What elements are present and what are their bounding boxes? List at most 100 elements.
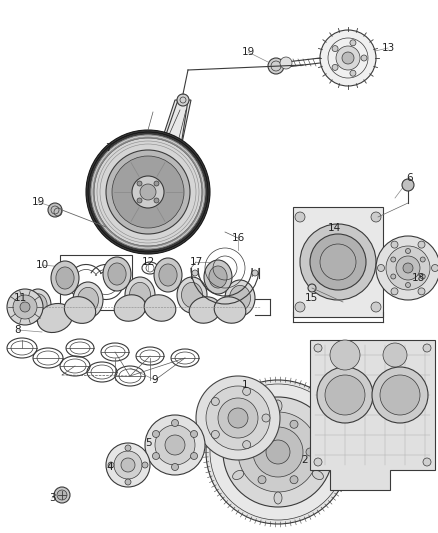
Text: 9: 9 (152, 375, 158, 385)
Circle shape (242, 448, 250, 456)
Circle shape (125, 479, 131, 485)
Ellipse shape (114, 295, 146, 321)
Circle shape (238, 412, 318, 492)
Text: 6: 6 (407, 173, 413, 183)
Circle shape (137, 198, 142, 203)
Text: 16: 16 (231, 233, 245, 243)
Circle shape (172, 419, 179, 426)
Circle shape (258, 476, 266, 484)
Circle shape (314, 344, 322, 352)
Circle shape (295, 302, 305, 312)
Bar (60, 255, 132, 310)
Ellipse shape (225, 280, 255, 316)
Circle shape (406, 282, 410, 287)
Circle shape (418, 288, 425, 295)
Circle shape (420, 274, 425, 279)
Text: 17: 17 (189, 257, 203, 267)
Circle shape (290, 421, 298, 429)
Circle shape (403, 263, 413, 273)
Circle shape (423, 458, 431, 466)
Circle shape (54, 487, 70, 503)
Circle shape (332, 64, 338, 70)
Circle shape (386, 246, 430, 290)
Ellipse shape (214, 297, 246, 323)
Circle shape (191, 431, 198, 438)
Circle shape (371, 302, 381, 312)
Text: 13: 13 (381, 43, 395, 53)
Circle shape (206, 386, 270, 450)
Circle shape (383, 343, 407, 367)
Circle shape (86, 130, 210, 254)
Circle shape (391, 274, 396, 279)
Circle shape (332, 46, 338, 52)
Text: 3: 3 (49, 493, 55, 503)
Circle shape (320, 30, 376, 86)
Circle shape (106, 150, 190, 234)
Ellipse shape (189, 297, 221, 323)
Ellipse shape (73, 282, 103, 318)
Circle shape (210, 384, 346, 520)
Circle shape (223, 397, 333, 507)
Circle shape (20, 302, 30, 312)
Circle shape (420, 257, 425, 262)
Circle shape (154, 198, 159, 203)
Circle shape (243, 387, 251, 395)
Circle shape (252, 270, 258, 276)
Circle shape (314, 458, 322, 466)
Text: 19: 19 (32, 197, 45, 207)
Circle shape (350, 70, 356, 76)
Ellipse shape (56, 267, 74, 289)
Ellipse shape (25, 289, 51, 321)
Circle shape (308, 284, 316, 292)
Ellipse shape (37, 303, 73, 333)
Ellipse shape (233, 424, 244, 433)
Circle shape (132, 176, 164, 208)
Circle shape (336, 46, 360, 70)
Circle shape (376, 236, 438, 300)
Circle shape (325, 375, 365, 415)
Circle shape (152, 453, 159, 459)
Text: 15: 15 (304, 293, 318, 303)
Circle shape (228, 408, 248, 428)
Circle shape (431, 264, 438, 271)
Circle shape (317, 367, 373, 423)
Circle shape (266, 440, 290, 464)
Ellipse shape (274, 400, 282, 412)
Circle shape (48, 203, 62, 217)
Ellipse shape (274, 492, 282, 504)
Text: 1: 1 (242, 380, 248, 390)
Circle shape (378, 264, 385, 271)
Circle shape (300, 224, 376, 300)
Text: 19: 19 (241, 47, 254, 57)
Circle shape (108, 462, 114, 468)
Text: 4: 4 (107, 462, 113, 472)
Circle shape (258, 421, 266, 429)
Ellipse shape (130, 282, 151, 308)
Circle shape (154, 181, 159, 186)
Ellipse shape (177, 277, 207, 313)
Circle shape (295, 212, 305, 222)
Ellipse shape (29, 294, 47, 316)
Ellipse shape (209, 266, 227, 288)
Circle shape (280, 57, 292, 69)
Ellipse shape (51, 261, 79, 295)
Text: 12: 12 (141, 257, 155, 267)
Ellipse shape (159, 264, 177, 286)
Circle shape (165, 435, 185, 455)
Circle shape (172, 464, 179, 471)
Text: 18: 18 (411, 273, 424, 283)
Ellipse shape (125, 277, 155, 313)
Circle shape (391, 241, 398, 248)
Circle shape (402, 179, 414, 191)
Ellipse shape (103, 257, 131, 291)
Circle shape (372, 367, 428, 423)
Ellipse shape (64, 296, 95, 324)
Circle shape (106, 443, 150, 487)
Polygon shape (310, 340, 435, 490)
Text: 8: 8 (15, 325, 21, 335)
Text: 14: 14 (327, 223, 341, 233)
Ellipse shape (312, 424, 323, 433)
Ellipse shape (154, 258, 182, 292)
Circle shape (371, 212, 381, 222)
Circle shape (90, 134, 206, 250)
